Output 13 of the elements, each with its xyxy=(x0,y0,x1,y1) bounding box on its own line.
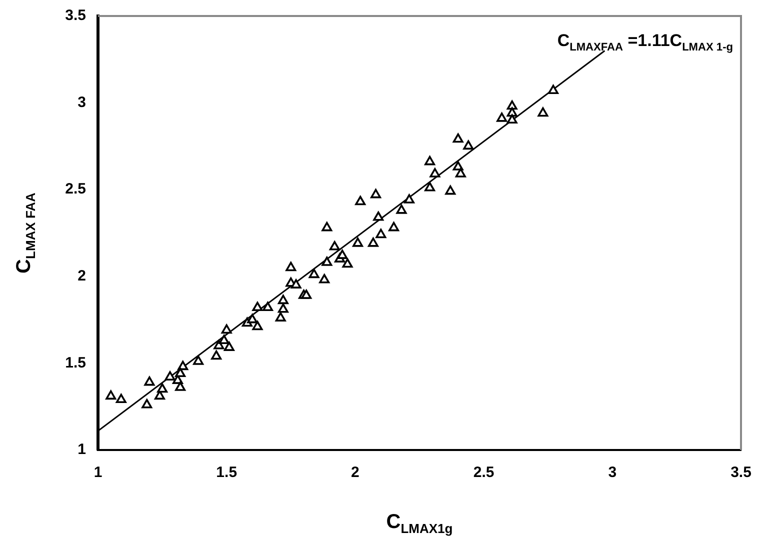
x-tick-label: 1 xyxy=(94,464,102,482)
x-tick-label: 3.5 xyxy=(730,464,752,482)
y-tick-label: 3 xyxy=(78,94,86,111)
x-tick-label: 1.5 xyxy=(216,464,238,482)
y-axis-title: CLMAX FAA xyxy=(13,192,38,274)
x-tick-label: 3 xyxy=(608,464,617,482)
x-tick-label: 2.5 xyxy=(473,464,494,482)
y-tick-label: 3.5 xyxy=(65,7,86,24)
y-tick-label: 2.5 xyxy=(65,180,86,198)
y-tick-label: 1.5 xyxy=(65,354,86,372)
y-tick-label: 1 xyxy=(78,441,86,458)
y-tick-label: 2 xyxy=(78,268,86,285)
x-tick-label: 2 xyxy=(351,464,360,482)
